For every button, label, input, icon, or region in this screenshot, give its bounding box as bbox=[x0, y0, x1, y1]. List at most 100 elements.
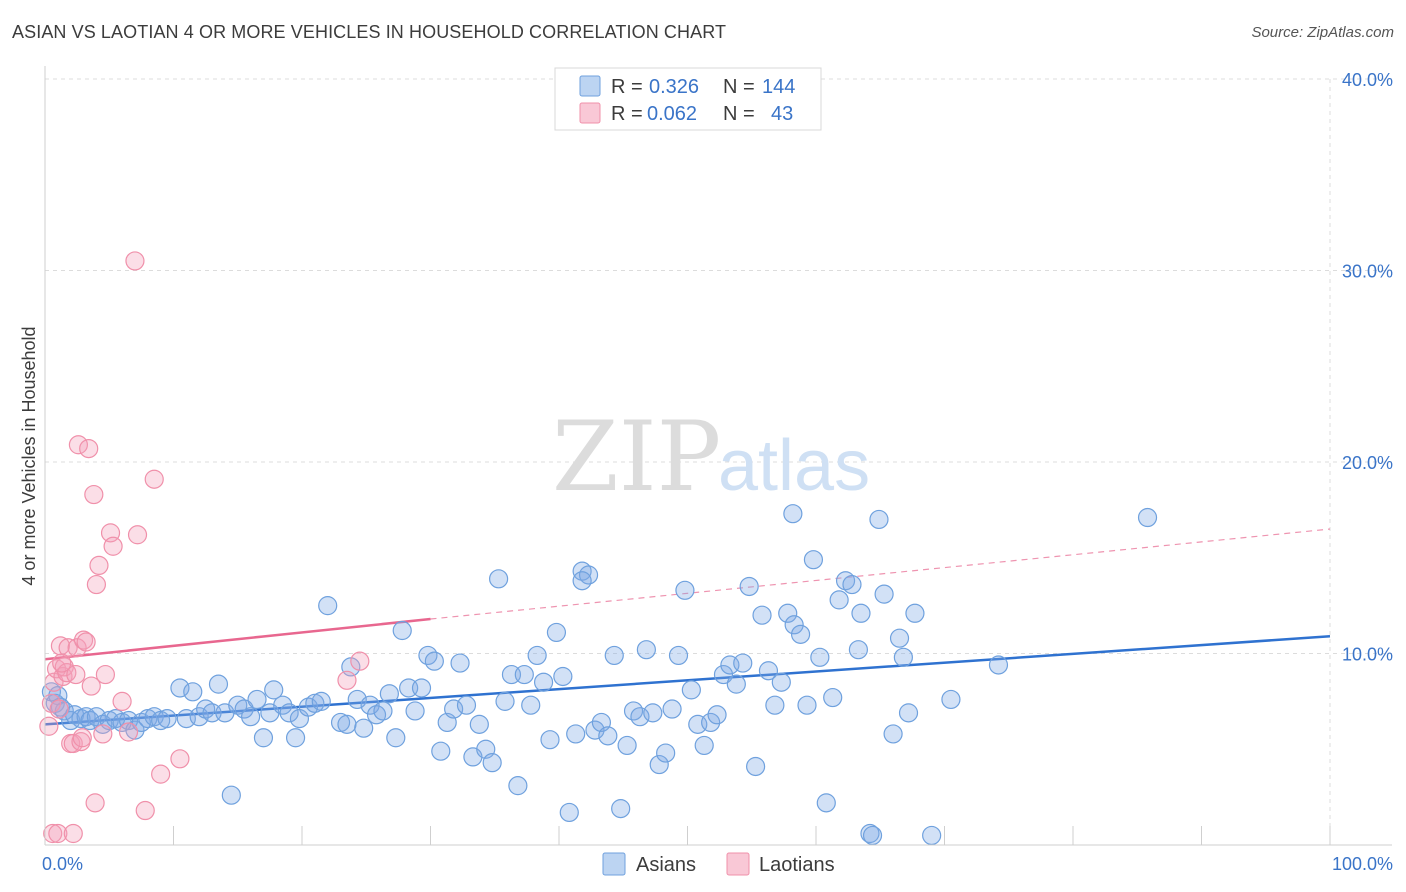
laotians-trend-line bbox=[44, 617, 431, 661]
asian-point bbox=[869, 509, 889, 530]
asian-point bbox=[823, 687, 843, 708]
asian-point bbox=[771, 672, 791, 692]
laotian-point bbox=[170, 749, 190, 769]
asian-point bbox=[533, 672, 554, 692]
asian-point bbox=[848, 640, 869, 660]
asian-point bbox=[778, 603, 798, 623]
asian-point bbox=[337, 714, 357, 734]
laotian-point bbox=[85, 793, 105, 813]
asian-point bbox=[405, 701, 425, 721]
asian-point bbox=[988, 655, 1009, 675]
asian-point bbox=[521, 695, 541, 715]
asian-point bbox=[681, 680, 701, 700]
asian-point bbox=[889, 628, 910, 648]
laotian-point bbox=[118, 722, 139, 742]
asian-point bbox=[157, 709, 177, 729]
legend-n-label: N = bbox=[723, 76, 755, 98]
x-tick-label: 0.0% bbox=[42, 854, 83, 874]
asian-point bbox=[816, 793, 836, 813]
asian-point bbox=[183, 682, 203, 702]
legend-n-label: N = bbox=[723, 103, 755, 125]
laotian-point bbox=[43, 823, 63, 844]
asian-point bbox=[604, 645, 624, 666]
asian-point bbox=[783, 504, 803, 524]
laotian-point bbox=[46, 659, 67, 679]
y-axis-label: 4 or more Vehicles in Household bbox=[19, 326, 39, 585]
asian-point bbox=[733, 653, 753, 673]
asian-point bbox=[354, 718, 374, 738]
asian-point bbox=[905, 603, 925, 623]
laotian-point bbox=[63, 823, 83, 844]
watermark-atlas: atlas bbox=[718, 426, 870, 506]
asian-point bbox=[424, 651, 444, 671]
asian-point bbox=[86, 707, 107, 727]
asian-point bbox=[668, 645, 689, 666]
legend-n-laotians: 43 bbox=[771, 103, 793, 125]
source-label: Source: ZipAtlas.com bbox=[1251, 24, 1394, 41]
asian-point bbox=[1137, 507, 1158, 528]
trend-lines bbox=[44, 528, 1331, 726]
laotian-point bbox=[337, 670, 357, 690]
asian-point bbox=[797, 695, 817, 715]
chart-title: ASIAN VS LAOTIAN 4 OR MORE VEHICLES IN H… bbox=[12, 22, 727, 42]
asian-point bbox=[285, 728, 306, 748]
bottom-legend: Asians Laotians bbox=[602, 852, 835, 876]
asian-point bbox=[810, 647, 830, 667]
asian-point bbox=[253, 728, 274, 748]
laotian-point bbox=[144, 469, 164, 489]
asian-point bbox=[546, 622, 567, 643]
y-tick-label: 10.0% bbox=[1342, 645, 1393, 665]
laotian-point bbox=[39, 716, 59, 736]
asian-point bbox=[739, 576, 759, 597]
asian-point bbox=[922, 825, 942, 846]
axes: 10.0% 20.0% 30.0% 40.0% 0.0% 100.0% bbox=[42, 66, 1393, 874]
asian-point bbox=[636, 640, 656, 660]
asian-point bbox=[746, 756, 766, 777]
asian-point bbox=[572, 571, 592, 591]
laotian-point bbox=[151, 764, 171, 784]
x-tick-label: 100.0% bbox=[1332, 854, 1393, 874]
laotian-point bbox=[66, 664, 86, 685]
asian-point bbox=[784, 615, 804, 635]
laotian-point bbox=[125, 251, 145, 271]
asian-point bbox=[790, 624, 811, 644]
asian-point bbox=[318, 596, 338, 616]
asian-point bbox=[247, 689, 267, 710]
legend-swatch-asians bbox=[579, 75, 601, 97]
laotian-point bbox=[95, 664, 115, 685]
asian-point bbox=[495, 691, 515, 711]
asian-point bbox=[76, 707, 96, 727]
laotian-point bbox=[50, 636, 71, 656]
asian-point bbox=[701, 712, 721, 733]
asian-point bbox=[726, 674, 746, 694]
y-tick-label: 30.0% bbox=[1342, 262, 1393, 282]
asian-point bbox=[273, 695, 293, 715]
asian-point bbox=[829, 590, 849, 610]
asian-point bbox=[617, 735, 637, 756]
asian-point bbox=[893, 647, 913, 667]
laotian-point bbox=[72, 728, 92, 748]
asian-point bbox=[170, 678, 190, 698]
legend-n-asians: 144 bbox=[762, 76, 795, 98]
data-points bbox=[39, 251, 1158, 846]
asian-point bbox=[431, 741, 451, 761]
asian-point bbox=[189, 707, 209, 727]
bottom-legend-swatch-asians bbox=[602, 852, 626, 876]
laotian-point bbox=[81, 676, 101, 696]
laotian-point bbox=[76, 632, 96, 652]
y-tick-label: 20.0% bbox=[1342, 453, 1393, 473]
asian-point bbox=[386, 728, 406, 748]
asian-point bbox=[234, 699, 254, 719]
laotian-point bbox=[41, 693, 62, 713]
asian-point bbox=[941, 689, 961, 710]
asian-point bbox=[851, 603, 871, 623]
asian-point bbox=[598, 726, 618, 746]
asian-point bbox=[630, 707, 650, 727]
asian-point bbox=[411, 678, 432, 698]
asian-point bbox=[758, 661, 779, 681]
asian-point bbox=[566, 724, 586, 744]
asian-point bbox=[752, 605, 772, 625]
asian-point bbox=[373, 701, 393, 721]
laotian-point bbox=[86, 574, 107, 595]
asian-point bbox=[379, 684, 399, 704]
